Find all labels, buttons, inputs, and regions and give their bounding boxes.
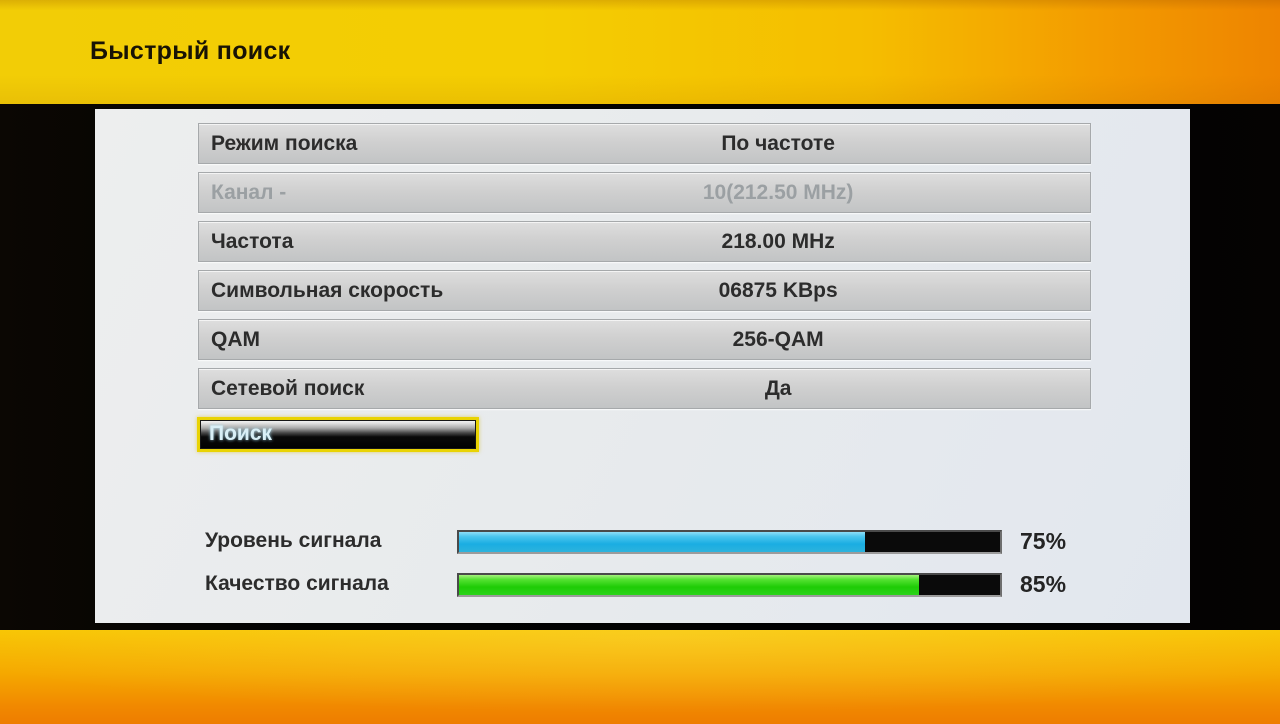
row-frequency-value: 218.00 MHz <box>721 230 835 253</box>
row-qam-label: QAM <box>211 328 260 351</box>
signal-quality-bar <box>457 573 1002 597</box>
title-bar: Быстрый поиск <box>0 0 1280 104</box>
signal-level-percent: 75% <box>1020 528 1067 554</box>
bottom-orange-band <box>0 630 1280 724</box>
page-title: Быстрый поиск <box>90 37 291 65</box>
signal-level-bar <box>457 530 1002 554</box>
row-symbol-rate[interactable]: Символьная скорость 06875 KBps <box>198 270 1091 311</box>
row-frequency-label: Частота <box>211 230 294 253</box>
row-symbol-rate-label: Символьная скорость <box>211 279 444 302</box>
row-qam[interactable]: QAM 256-QAM <box>198 319 1091 360</box>
row-search-mode[interactable]: Режим поиска По частоте <box>198 123 1091 164</box>
row-channel-label: Канал - <box>211 181 287 204</box>
row-search-mode-value: По частоте <box>721 132 835 155</box>
settings-rows: Режим поиска По частоте Канал - 10(212.5… <box>198 123 1091 417</box>
signal-quality-label: Качество сигнала <box>205 572 389 595</box>
signal-level-label: Уровень сигнала <box>205 529 382 552</box>
signal-quality-percent: 85% <box>1020 571 1067 597</box>
row-search-mode-label: Режим поиска <box>211 132 358 155</box>
signal-level-bar-fill <box>459 532 865 552</box>
row-channel: Канал - 10(212.50 MHz) <box>198 172 1091 213</box>
row-symbol-rate-value: 06875 KBps <box>718 279 838 302</box>
signal-quality-bar-fill <box>459 575 919 595</box>
search-button[interactable]: Поиск <box>197 417 479 452</box>
row-channel-value: 10(212.50 MHz) <box>702 181 854 204</box>
row-network-search[interactable]: Сетевой поиск Да <box>198 368 1091 409</box>
row-network-search-label: Сетевой поиск <box>211 377 365 400</box>
row-frequency[interactable]: Частота 218.00 MHz <box>198 221 1091 262</box>
settings-panel: Режим поиска По частоте Канал - 10(212.5… <box>95 109 1190 623</box>
row-qam-value: 256-QAM <box>732 328 824 351</box>
search-button-label: Поиск <box>209 422 273 445</box>
row-network-search-value: Да <box>764 377 792 400</box>
